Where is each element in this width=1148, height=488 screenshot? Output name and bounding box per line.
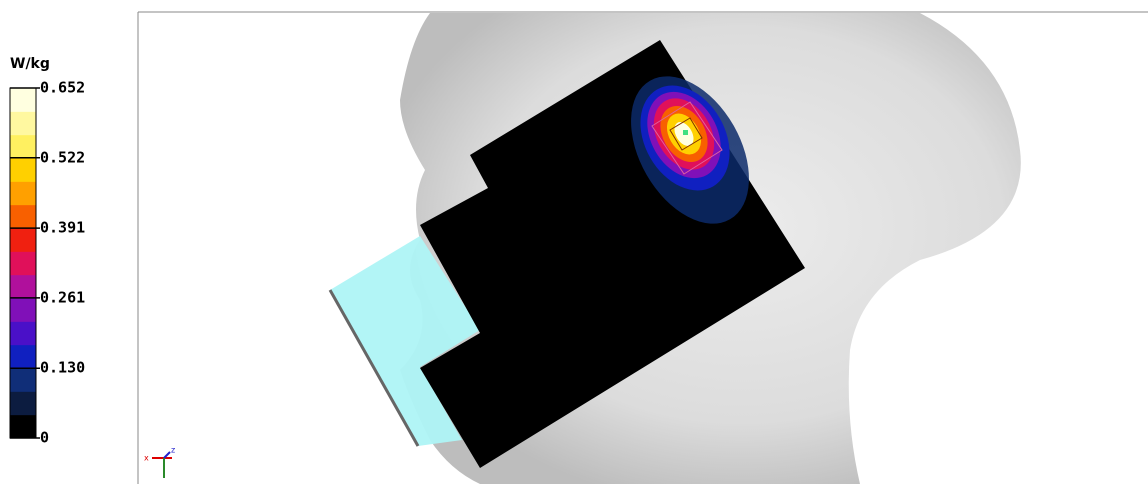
phone-edge	[328, 289, 420, 447]
colorbar-band	[10, 88, 36, 112]
axis-triad: x z	[144, 446, 175, 478]
viewport: x z	[137, 11, 1148, 484]
colorbar-band	[10, 111, 36, 136]
colorbar-band	[10, 391, 36, 416]
triad-x-label: x	[144, 454, 149, 463]
colorbar-band	[10, 368, 36, 392]
colorbar-tick-label: 0.652	[40, 79, 85, 97]
colorbar-band	[10, 344, 36, 369]
cube-box	[669, 117, 703, 151]
colorbar-tick-label: 0	[40, 429, 49, 447]
colorbar-tick-label: 0.522	[40, 148, 85, 166]
colorbar: W/kg 0 0.130 0.261 0.391 0.522 0.652	[9, 56, 85, 447]
triad-z	[163, 451, 171, 459]
colorbar-tick-label: 0.261	[40, 288, 85, 306]
colorbar-band	[10, 204, 36, 229]
colorbar-band	[10, 414, 36, 439]
zoom-scan-box	[651, 101, 723, 175]
colorbar-band	[10, 228, 36, 252]
hotspot	[631, 76, 749, 224]
colorbar-unit: W/kg	[10, 56, 50, 72]
colorbar-band	[10, 251, 36, 276]
colorbar-band	[10, 298, 36, 322]
colorbar-band	[10, 158, 36, 182]
colorbar-band	[10, 134, 36, 159]
colorbar-band	[10, 321, 36, 346]
colorbar-band	[10, 274, 36, 299]
colorbar-tick-label: 0.130	[40, 359, 85, 377]
triad-z-label: z	[171, 446, 175, 455]
colorbar-band	[10, 181, 36, 206]
phone-antenna-body	[330, 236, 480, 446]
peak-marker	[683, 130, 688, 135]
colorbar-tick-label: 0.391	[40, 219, 85, 237]
